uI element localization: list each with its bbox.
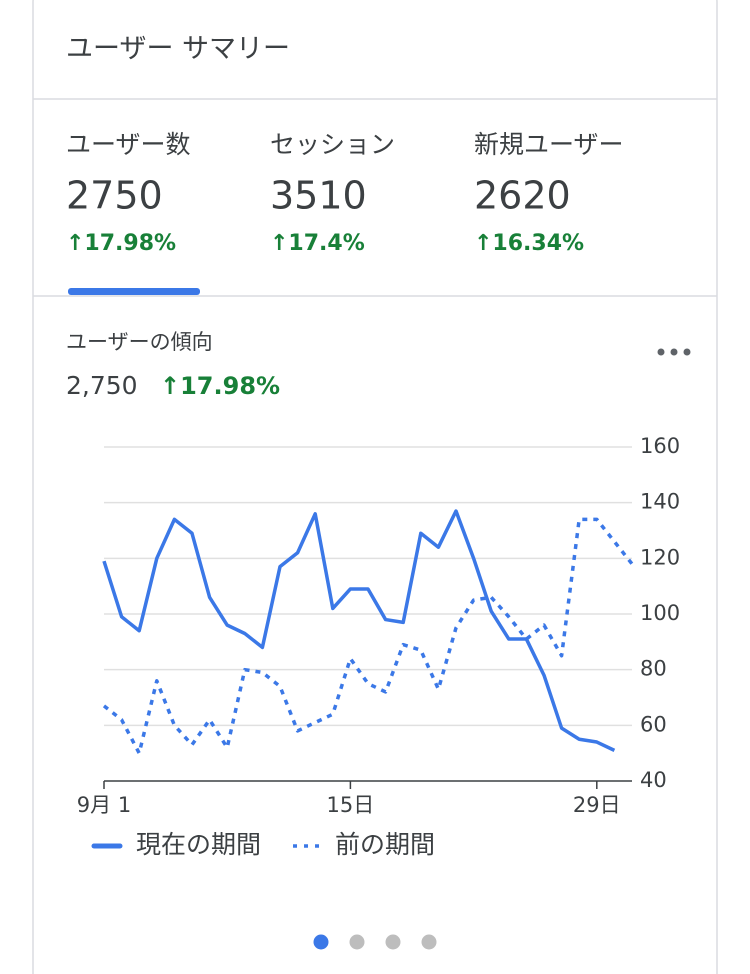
more-menu[interactable]: [657, 348, 691, 356]
y-tick-label: 140: [640, 490, 680, 514]
menu-dot: [670, 348, 678, 356]
page-dot[interactable]: [385, 934, 401, 950]
x-tick-label: 9月 1: [77, 793, 131, 817]
card-title: ユーザー サマリー: [66, 34, 290, 65]
legend-item[interactable]: 現在の期間: [91, 830, 261, 859]
page-dot[interactable]: [421, 934, 437, 950]
y-tick-label: 60: [640, 712, 667, 736]
x-tick-label: 29日: [573, 793, 621, 817]
y-tick-label: 80: [640, 657, 667, 681]
y-tick-label: 120: [640, 545, 680, 569]
metric-value: 2750: [66, 174, 163, 218]
trend-change: ↑17.98%: [160, 372, 280, 400]
legend-label: 前の期間: [335, 830, 435, 859]
metric-label: 新規ユーザー: [474, 130, 624, 159]
y-tick-label: 160: [640, 434, 680, 458]
y-tick-label: 40: [640, 768, 667, 792]
trend-value: 2,750: [66, 371, 138, 400]
metric-label: セッション: [270, 130, 395, 159]
series-line: [102, 509, 616, 752]
legend-item[interactable]: 前の期間: [293, 830, 435, 859]
trend-title: ユーザーの傾向: [66, 330, 213, 354]
legend-label: 現在の期間: [136, 830, 261, 859]
x-tick-label: 15日: [327, 793, 375, 817]
card: [32, 0, 718, 974]
metric-value: 2620: [474, 174, 571, 218]
metric-value: 3510: [270, 174, 367, 218]
y-tick-label: 100: [640, 601, 680, 625]
metric-change: ↑17.4%: [270, 231, 365, 256]
metric-label: ユーザー数: [66, 130, 191, 159]
tab-indicator: [68, 288, 200, 295]
metric-change: ↑16.34%: [474, 231, 584, 256]
metric-change: ↑17.98%: [66, 231, 176, 256]
page-dot-active[interactable]: [313, 934, 329, 950]
series-line: [102, 517, 634, 755]
menu-dot: [657, 348, 665, 356]
menu-dot: [683, 348, 691, 356]
page-dot[interactable]: [349, 934, 365, 950]
